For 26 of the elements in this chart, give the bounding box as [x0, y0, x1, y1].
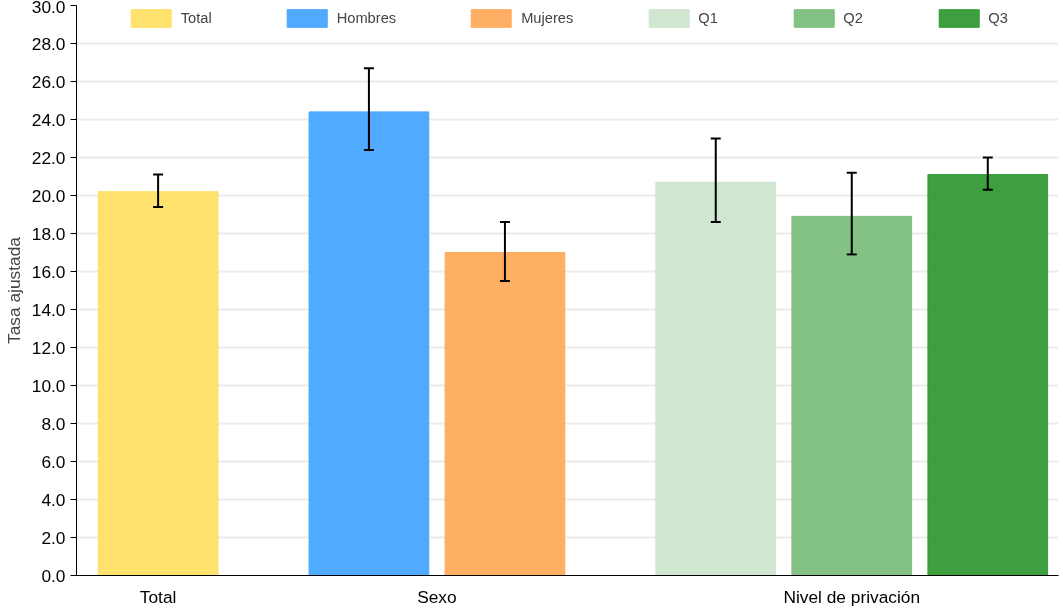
legend-label: Hombres	[336, 10, 397, 26]
y-tick-label: 20.0	[31, 185, 66, 206]
y-tick-label: 10.0	[31, 375, 66, 396]
y-tick-label: 2.0	[41, 527, 66, 548]
y-tick-label: 16.0	[31, 261, 66, 282]
x-tick-label: Sexo	[417, 586, 457, 607]
x-tick-label: Nivel de privación	[783, 586, 921, 607]
y-tick-label: 28.0	[31, 33, 66, 54]
y-tick-label: 6.0	[41, 451, 66, 472]
y-tick-label: 14.0	[31, 299, 66, 320]
legend-label: Total	[180, 10, 212, 26]
y-tick-label: 0.0	[41, 565, 66, 586]
legend-label: Q1	[698, 10, 719, 26]
legend-label: Q3	[988, 10, 1009, 26]
y-tick-label: 24.0	[31, 109, 66, 130]
y-tick-label: 12.0	[31, 337, 66, 358]
y-tick-label: 8.0	[41, 413, 66, 434]
legend-label: Mujeres	[521, 10, 574, 26]
legend-label: Q2	[843, 10, 864, 26]
y-tick-label: 22.0	[31, 147, 66, 168]
y-tick-label: 18.0	[31, 223, 66, 244]
x-tick-label: Total	[139, 586, 177, 607]
y-axis-title: Tasa ajustada	[3, 236, 24, 344]
y-tick-label: 4.0	[41, 489, 66, 510]
y-tick-label: 26.0	[31, 71, 66, 92]
y-tick-label: 30.0	[31, 0, 66, 17]
